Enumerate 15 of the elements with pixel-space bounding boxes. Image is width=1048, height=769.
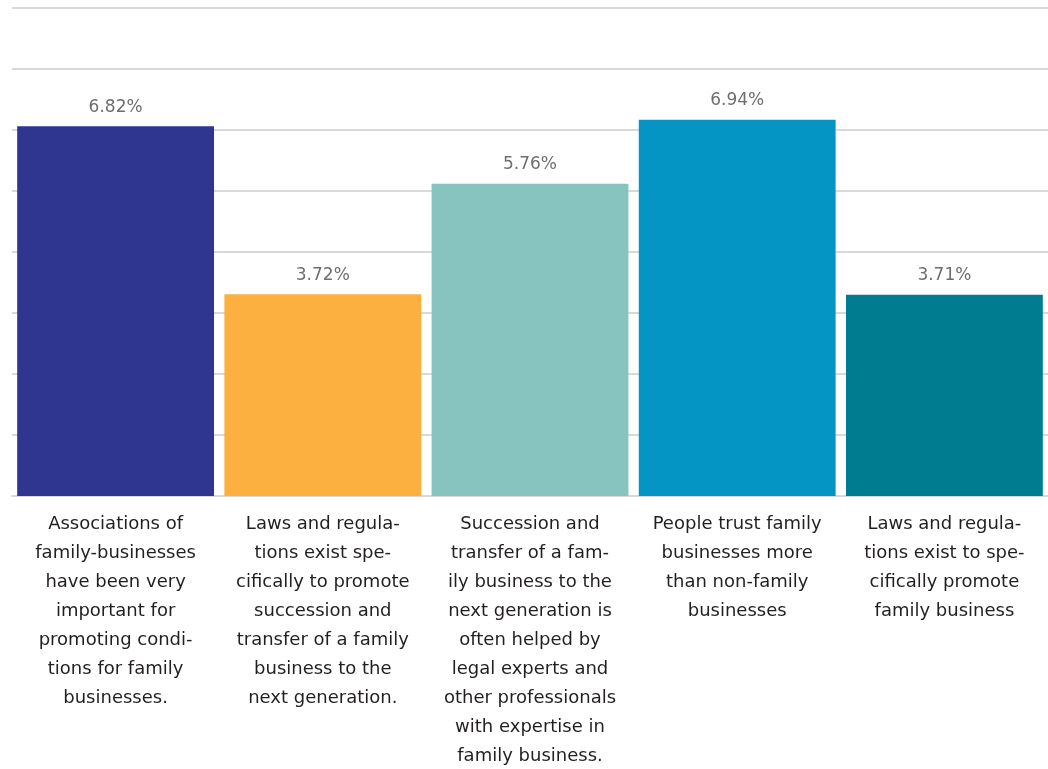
x-tick-label: Associations of family-businesses have been very important for promoting condi- tions for family businesses. xyxy=(35,512,196,707)
data-label: 6.82% xyxy=(88,95,143,116)
x-tick-label: Laws and regula- tions exist to spe- cifically promote family business xyxy=(864,512,1025,620)
data-label: 3.71% xyxy=(917,264,972,285)
bar xyxy=(17,126,215,496)
bar xyxy=(224,294,422,496)
bar xyxy=(845,294,1043,496)
data-label: 5.76% xyxy=(502,153,558,174)
data-label: 6.94% xyxy=(710,89,765,110)
data-label: 3.72% xyxy=(295,263,350,284)
x-tick-label: People trust family businesses more than non-family businesses xyxy=(652,512,823,620)
bar xyxy=(638,119,836,496)
bar xyxy=(431,183,629,496)
x-tick-label: Laws and regula- tions exist spe- cifically to promote succession and transfer of a family business to the next generation. xyxy=(236,512,410,707)
category-label: Succession and transfer of a fam- ily business to the next generation is often helped by legal experts and other professionals with expertise in family business. xyxy=(443,512,617,765)
